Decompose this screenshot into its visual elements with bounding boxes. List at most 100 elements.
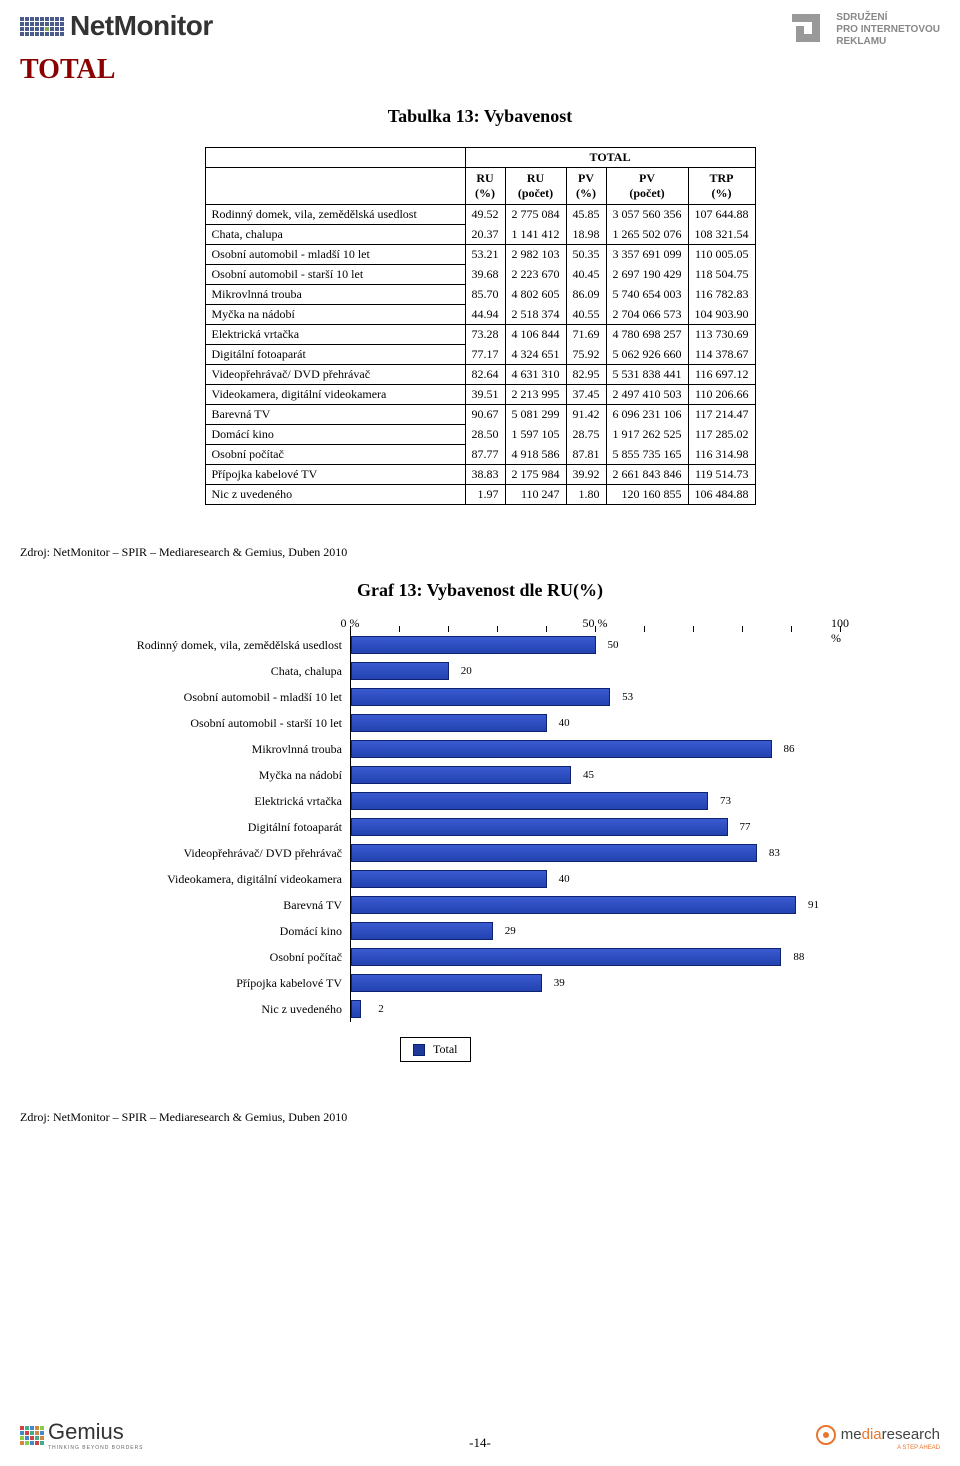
bar-label: Digitální fotoaparát <box>120 820 350 835</box>
table-row-label: Přípojka kabelové TV <box>205 465 465 485</box>
table-cell: 114 378.67 <box>688 345 755 365</box>
bar-row: Osobní automobil - mladší 10 let 53 <box>120 684 840 710</box>
table-cell: 40.55 <box>566 305 606 325</box>
spir-line2: PRO INTERNETOVOU <box>836 24 940 36</box>
mediaresearch-text: mediaresearch <box>841 1426 940 1443</box>
bar-label: Osobní automobil - mladší 10 let <box>120 690 350 705</box>
chart-legend: Total <box>400 1037 471 1062</box>
table-cell: 37.45 <box>566 385 606 405</box>
netmonitor-logo: NetMonitor <box>20 10 213 42</box>
table-row-label: Videopřehrávač/ DVD přehrávač <box>205 365 465 385</box>
bar-plot: 83 <box>350 840 840 866</box>
bar-row: Nic z uvedeného2 <box>120 996 840 1022</box>
table-cell: 110 206.66 <box>688 385 755 405</box>
table-cell: 87.81 <box>566 445 606 465</box>
bar-plot: 40 <box>350 710 840 736</box>
table-cell: 90.67 <box>465 405 505 425</box>
table-row-label: Rodinný domek, vila, zemědělská usedlost <box>205 205 465 225</box>
table-cell: 39.92 <box>566 465 606 485</box>
bar-row: Elektrická vrtačka73 <box>120 788 840 814</box>
bar-label: Rodinný domek, vila, zemědělská usedlost <box>120 638 350 653</box>
bar: 20 <box>351 662 449 680</box>
netmonitor-logo-text: NetMonitor <box>70 10 213 42</box>
bar-value: 40 <box>559 873 570 885</box>
bar-row: Myčka na nádobí45 <box>120 762 840 788</box>
bar: 29 <box>351 922 493 940</box>
table-cell: 117 214.47 <box>688 405 755 425</box>
bar: 86 <box>351 740 772 758</box>
gemius-logo-sub: THINKING BEYOND BORDERS <box>48 1445 144 1451</box>
bar-plot: 86 <box>350 736 840 762</box>
table-cell: 117 285.02 <box>688 425 755 445</box>
table-cell: 4 324 651 <box>505 345 566 365</box>
bar-row: Mikrovlnná trouba86 <box>120 736 840 762</box>
table-cell: 39.51 <box>465 385 505 405</box>
table-cell: 106 484.88 <box>688 485 755 505</box>
table-cell: 6 096 231 106 <box>606 405 688 425</box>
table-cell: 38.83 <box>465 465 505 485</box>
table-row-label: Elektrická vrtačka <box>205 325 465 345</box>
table-cell: 5 081 299 <box>505 405 566 425</box>
table-cell: 1 141 412 <box>505 225 566 245</box>
legend-swatch <box>413 1044 425 1056</box>
table-row-label: Nic z uvedeného <box>205 485 465 505</box>
bar-plot: 29 <box>350 918 840 944</box>
table-column-header: RU(%) <box>465 168 505 205</box>
bar-plot: 91 <box>350 892 840 918</box>
legend-label: Total <box>433 1042 458 1057</box>
bar-row: Osobní počítač88 <box>120 944 840 970</box>
table-cell: 119 514.73 <box>688 465 755 485</box>
table-cell: 108 321.54 <box>688 225 755 245</box>
table-cell: 18.98 <box>566 225 606 245</box>
table-title: Tabulka 13: Vybavenost <box>20 106 940 127</box>
bar-plot: 20 <box>350 658 840 684</box>
table-cell: 3 057 560 356 <box>606 205 688 225</box>
bar-label: Barevná TV <box>120 898 350 913</box>
bar-value: 88 <box>793 951 804 963</box>
bar-row: Digitální fotoaparát77 <box>120 814 840 840</box>
mediaresearch-sub: A STEP AHEAD <box>816 1445 940 1451</box>
table-row-label: Myčka na nádobí <box>205 305 465 325</box>
bar-value: 40 <box>559 717 570 729</box>
bar: 40 <box>351 714 547 732</box>
table-blank-header <box>205 168 465 205</box>
bar-value: 53 <box>622 691 633 703</box>
bar: 77 <box>351 818 728 836</box>
table-cell: 39.68 <box>465 265 505 285</box>
bar-plot: 88 <box>350 944 840 970</box>
gemius-logo: Gemius THINKING BEYOND BORDERS <box>20 1419 144 1451</box>
table-row-label: Osobní počítač <box>205 445 465 465</box>
bar-row: Osobní automobil - starší 10 let40 <box>120 710 840 736</box>
table-row-label: Barevná TV <box>205 405 465 425</box>
bar-chart: 0 %50 %100 % Rodinný domek, vila, zemědě… <box>120 616 840 1070</box>
bar: 91 <box>351 896 796 914</box>
bar-label: Videopřehrávač/ DVD přehrávač <box>120 846 350 861</box>
bar-label: Nic z uvedeného <box>120 1002 350 1017</box>
table-cell: 116 782.83 <box>688 285 755 305</box>
table-cell: 28.50 <box>465 425 505 445</box>
bar-label: Mikrovlnná trouba <box>120 742 350 757</box>
spir-logo: SDRUŽENÍ PRO INTERNETOVOU REKLAMU <box>788 10 940 50</box>
table-cell: 110 005.05 <box>688 245 755 265</box>
bar-label: Myčka na nádobí <box>120 768 350 783</box>
table-cell: 104 903.90 <box>688 305 755 325</box>
bar: 45 <box>351 766 571 784</box>
table-cell: 120 160 855 <box>606 485 688 505</box>
bar-plot: 45 <box>350 762 840 788</box>
table-cell: 2 497 410 503 <box>606 385 688 405</box>
bar-row: Barevná TV91 <box>120 892 840 918</box>
table-cell: 113 730.69 <box>688 325 755 345</box>
bar-value: 77 <box>740 821 751 833</box>
bar-label: Chata, chalupa <box>120 664 350 679</box>
table-cell: 1.97 <box>465 485 505 505</box>
source-line-2: Zdroj: NetMonitor – SPIR – Mediaresearch… <box>20 1110 940 1125</box>
chart-title: Graf 13: Vybavenost dle RU(%) <box>20 580 940 601</box>
table-row-label: Mikrovlnná trouba <box>205 285 465 305</box>
bar-label: Videokamera, digitální videokamera <box>120 872 350 887</box>
gemius-logo-text: Gemius <box>48 1419 144 1445</box>
bar: 40 <box>351 870 547 888</box>
bar-label: Domácí kino <box>120 924 350 939</box>
bar-row: Domácí kino29 <box>120 918 840 944</box>
table-row-label: Osobní automobil - mladší 10 let <box>205 245 465 265</box>
bar: 50 <box>351 636 596 654</box>
